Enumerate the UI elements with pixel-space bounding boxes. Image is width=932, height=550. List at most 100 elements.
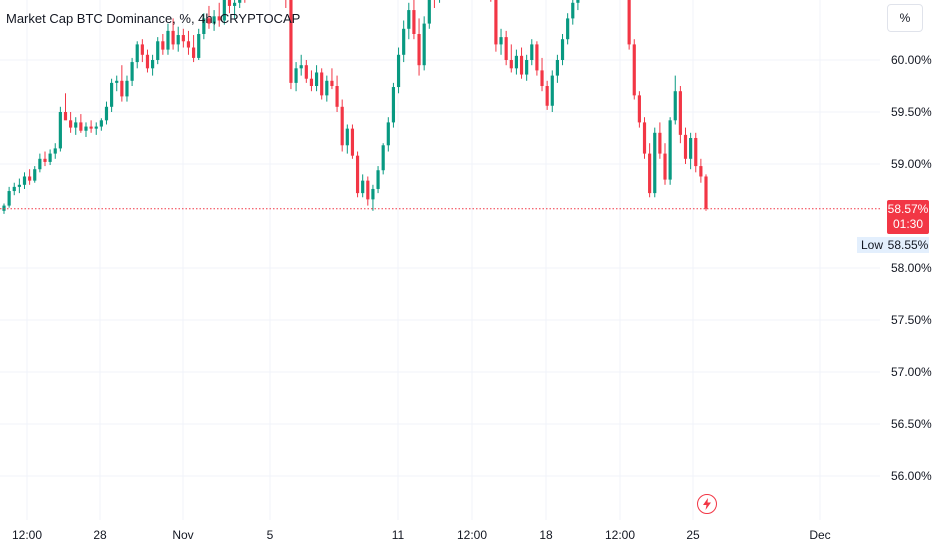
price-axis[interactable]: 60.00% 59.50% 59.00% 58.00% 57.50% 57.00% 56.5… <box>891 53 932 483</box>
candle <box>63 93 68 121</box>
candle <box>244 0 246 3</box>
candle <box>176 26 180 52</box>
candle <box>376 166 380 194</box>
candle <box>74 117 78 135</box>
candle <box>509 44 513 73</box>
candle-body <box>355 155 360 194</box>
candle <box>381 143 385 175</box>
candle-body <box>99 120 103 127</box>
candle <box>104 101 109 125</box>
candle-body <box>427 0 431 24</box>
candle-body <box>519 55 524 75</box>
candle <box>43 151 47 167</box>
candle <box>304 60 308 83</box>
candle-body <box>704 176 708 209</box>
x-tick-label: 12:00 <box>605 528 635 542</box>
candle-body <box>145 54 150 69</box>
candle-body <box>325 80 329 96</box>
y-tick-label: 57.50% <box>891 313 932 327</box>
candle <box>197 28 201 60</box>
candle <box>571 0 575 25</box>
candle <box>555 54 559 83</box>
candle-body <box>417 34 421 66</box>
candle <box>320 68 324 100</box>
candle-body <box>309 78 314 86</box>
candle-body <box>386 122 390 146</box>
low-value: 58.55% <box>887 237 929 253</box>
candle-body <box>545 86 549 106</box>
y-tick-label: 60.00% <box>891 53 932 67</box>
candle <box>427 0 431 29</box>
x-tick-label: Nov <box>172 528 193 542</box>
candle-body <box>555 60 559 76</box>
candle <box>371 184 375 211</box>
candle <box>17 178 21 194</box>
current-price-badge: 58.57% 01:30 <box>887 200 929 234</box>
candle <box>151 54 155 76</box>
candle-body <box>658 132 662 154</box>
candle <box>560 34 565 66</box>
candle-body <box>38 158 42 170</box>
candle <box>289 0 293 90</box>
candle-body <box>663 153 667 180</box>
candle-body <box>642 122 647 154</box>
candle-body <box>350 128 355 156</box>
candle <box>499 28 503 55</box>
candle <box>192 35 196 63</box>
candle-body <box>402 28 406 55</box>
candle-body <box>238 0 242 3</box>
candle-body <box>161 41 165 50</box>
percent-scale-button[interactable]: % <box>887 4 923 32</box>
candle-body <box>2 205 6 211</box>
candle-body <box>566 18 570 40</box>
candle <box>407 2 411 40</box>
candle-body <box>422 23 426 66</box>
candle <box>135 41 139 69</box>
candle-body <box>186 41 191 48</box>
candle-body <box>202 18 206 34</box>
candle-body <box>156 41 160 60</box>
candle <box>694 132 698 173</box>
candle-body <box>104 106 109 121</box>
candle <box>653 127 657 198</box>
candle-body <box>171 30 175 45</box>
candle-body <box>632 44 636 96</box>
candle <box>632 39 636 100</box>
candle <box>94 122 98 135</box>
candle-body <box>28 176 32 181</box>
candle <box>637 91 641 128</box>
candle <box>540 57 544 92</box>
candle-body <box>494 0 498 45</box>
candle <box>683 127 688 164</box>
lightning-icon[interactable] <box>697 494 717 514</box>
candle-body <box>74 122 78 128</box>
candle-body <box>130 62 134 81</box>
candle <box>58 106 62 152</box>
x-tick-label: Dec <box>809 528 830 542</box>
candle <box>12 182 16 196</box>
candle <box>309 70 314 92</box>
candles <box>2 0 708 214</box>
candle <box>22 172 27 189</box>
candle-body <box>166 30 170 50</box>
candle-body <box>22 176 27 185</box>
candle-body <box>525 60 529 75</box>
candle <box>28 169 32 185</box>
x-tick-label: 25 <box>686 528 700 542</box>
time-axis[interactable]: 12:00 28 Nov 5 11 12:00 18 12:00 25 Dec <box>12 528 831 542</box>
candle-body <box>227 0 232 6</box>
candle-body <box>560 39 565 60</box>
candle-body <box>192 47 196 58</box>
candle-body <box>94 126 98 129</box>
candle <box>402 20 406 63</box>
candle <box>335 75 339 112</box>
y-tick-label: 59.00% <box>891 157 932 171</box>
candle <box>412 0 416 40</box>
candle <box>391 82 396 128</box>
candle <box>663 143 667 185</box>
candle <box>386 117 390 152</box>
candle <box>299 54 303 76</box>
candle <box>668 117 672 185</box>
candle-body <box>181 35 185 42</box>
